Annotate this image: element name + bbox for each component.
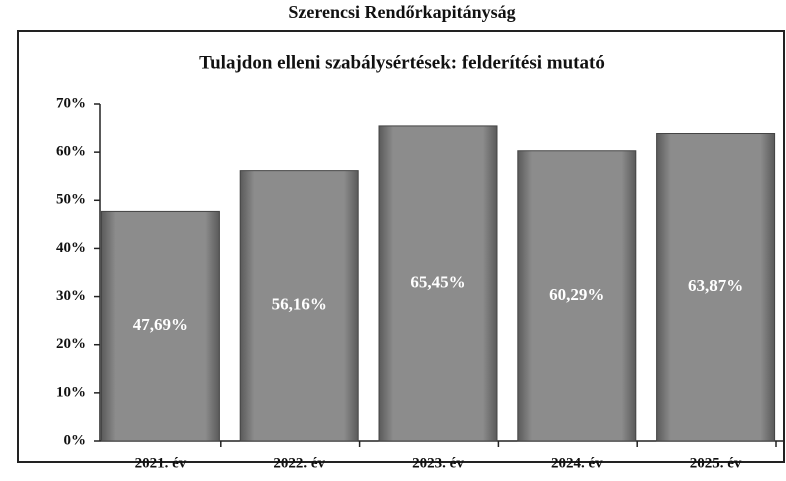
bar	[656, 133, 776, 442]
y-tick-label: 70%	[56, 95, 86, 111]
y-tick-label: 20%	[56, 336, 86, 352]
x-tick-label: 2024. év	[551, 455, 603, 471]
x-tick-label: 2022. év	[273, 455, 325, 471]
y-tick-label: 60%	[56, 144, 86, 160]
chart-subtitle: Tulajdon elleni szabálysértések: felderí…	[199, 52, 605, 73]
value-label: 47,69%	[133, 315, 188, 334]
value-label: 65,45%	[410, 272, 465, 291]
y-tick-label: 0%	[64, 432, 87, 448]
x-tick-label: 2023. év	[412, 455, 464, 471]
value-label: 63,87%	[688, 276, 743, 295]
value-label: 60,29%	[549, 285, 604, 304]
bar	[378, 125, 498, 442]
y-tick-label: 50%	[56, 192, 86, 208]
x-tick-label: 2025. év	[690, 455, 742, 471]
x-tick-label: 2021. év	[135, 455, 187, 471]
bar	[517, 150, 637, 442]
bar	[100, 210, 220, 442]
bar	[239, 170, 359, 442]
chart-frame	[17, 30, 785, 463]
chart-title: Szerencsi Rendőrkapitányság	[288, 2, 515, 22]
y-tick-label: 40%	[56, 240, 86, 256]
value-label: 56,16%	[272, 295, 327, 314]
y-tick-label: 30%	[56, 288, 86, 304]
y-tick-label: 10%	[56, 384, 86, 400]
